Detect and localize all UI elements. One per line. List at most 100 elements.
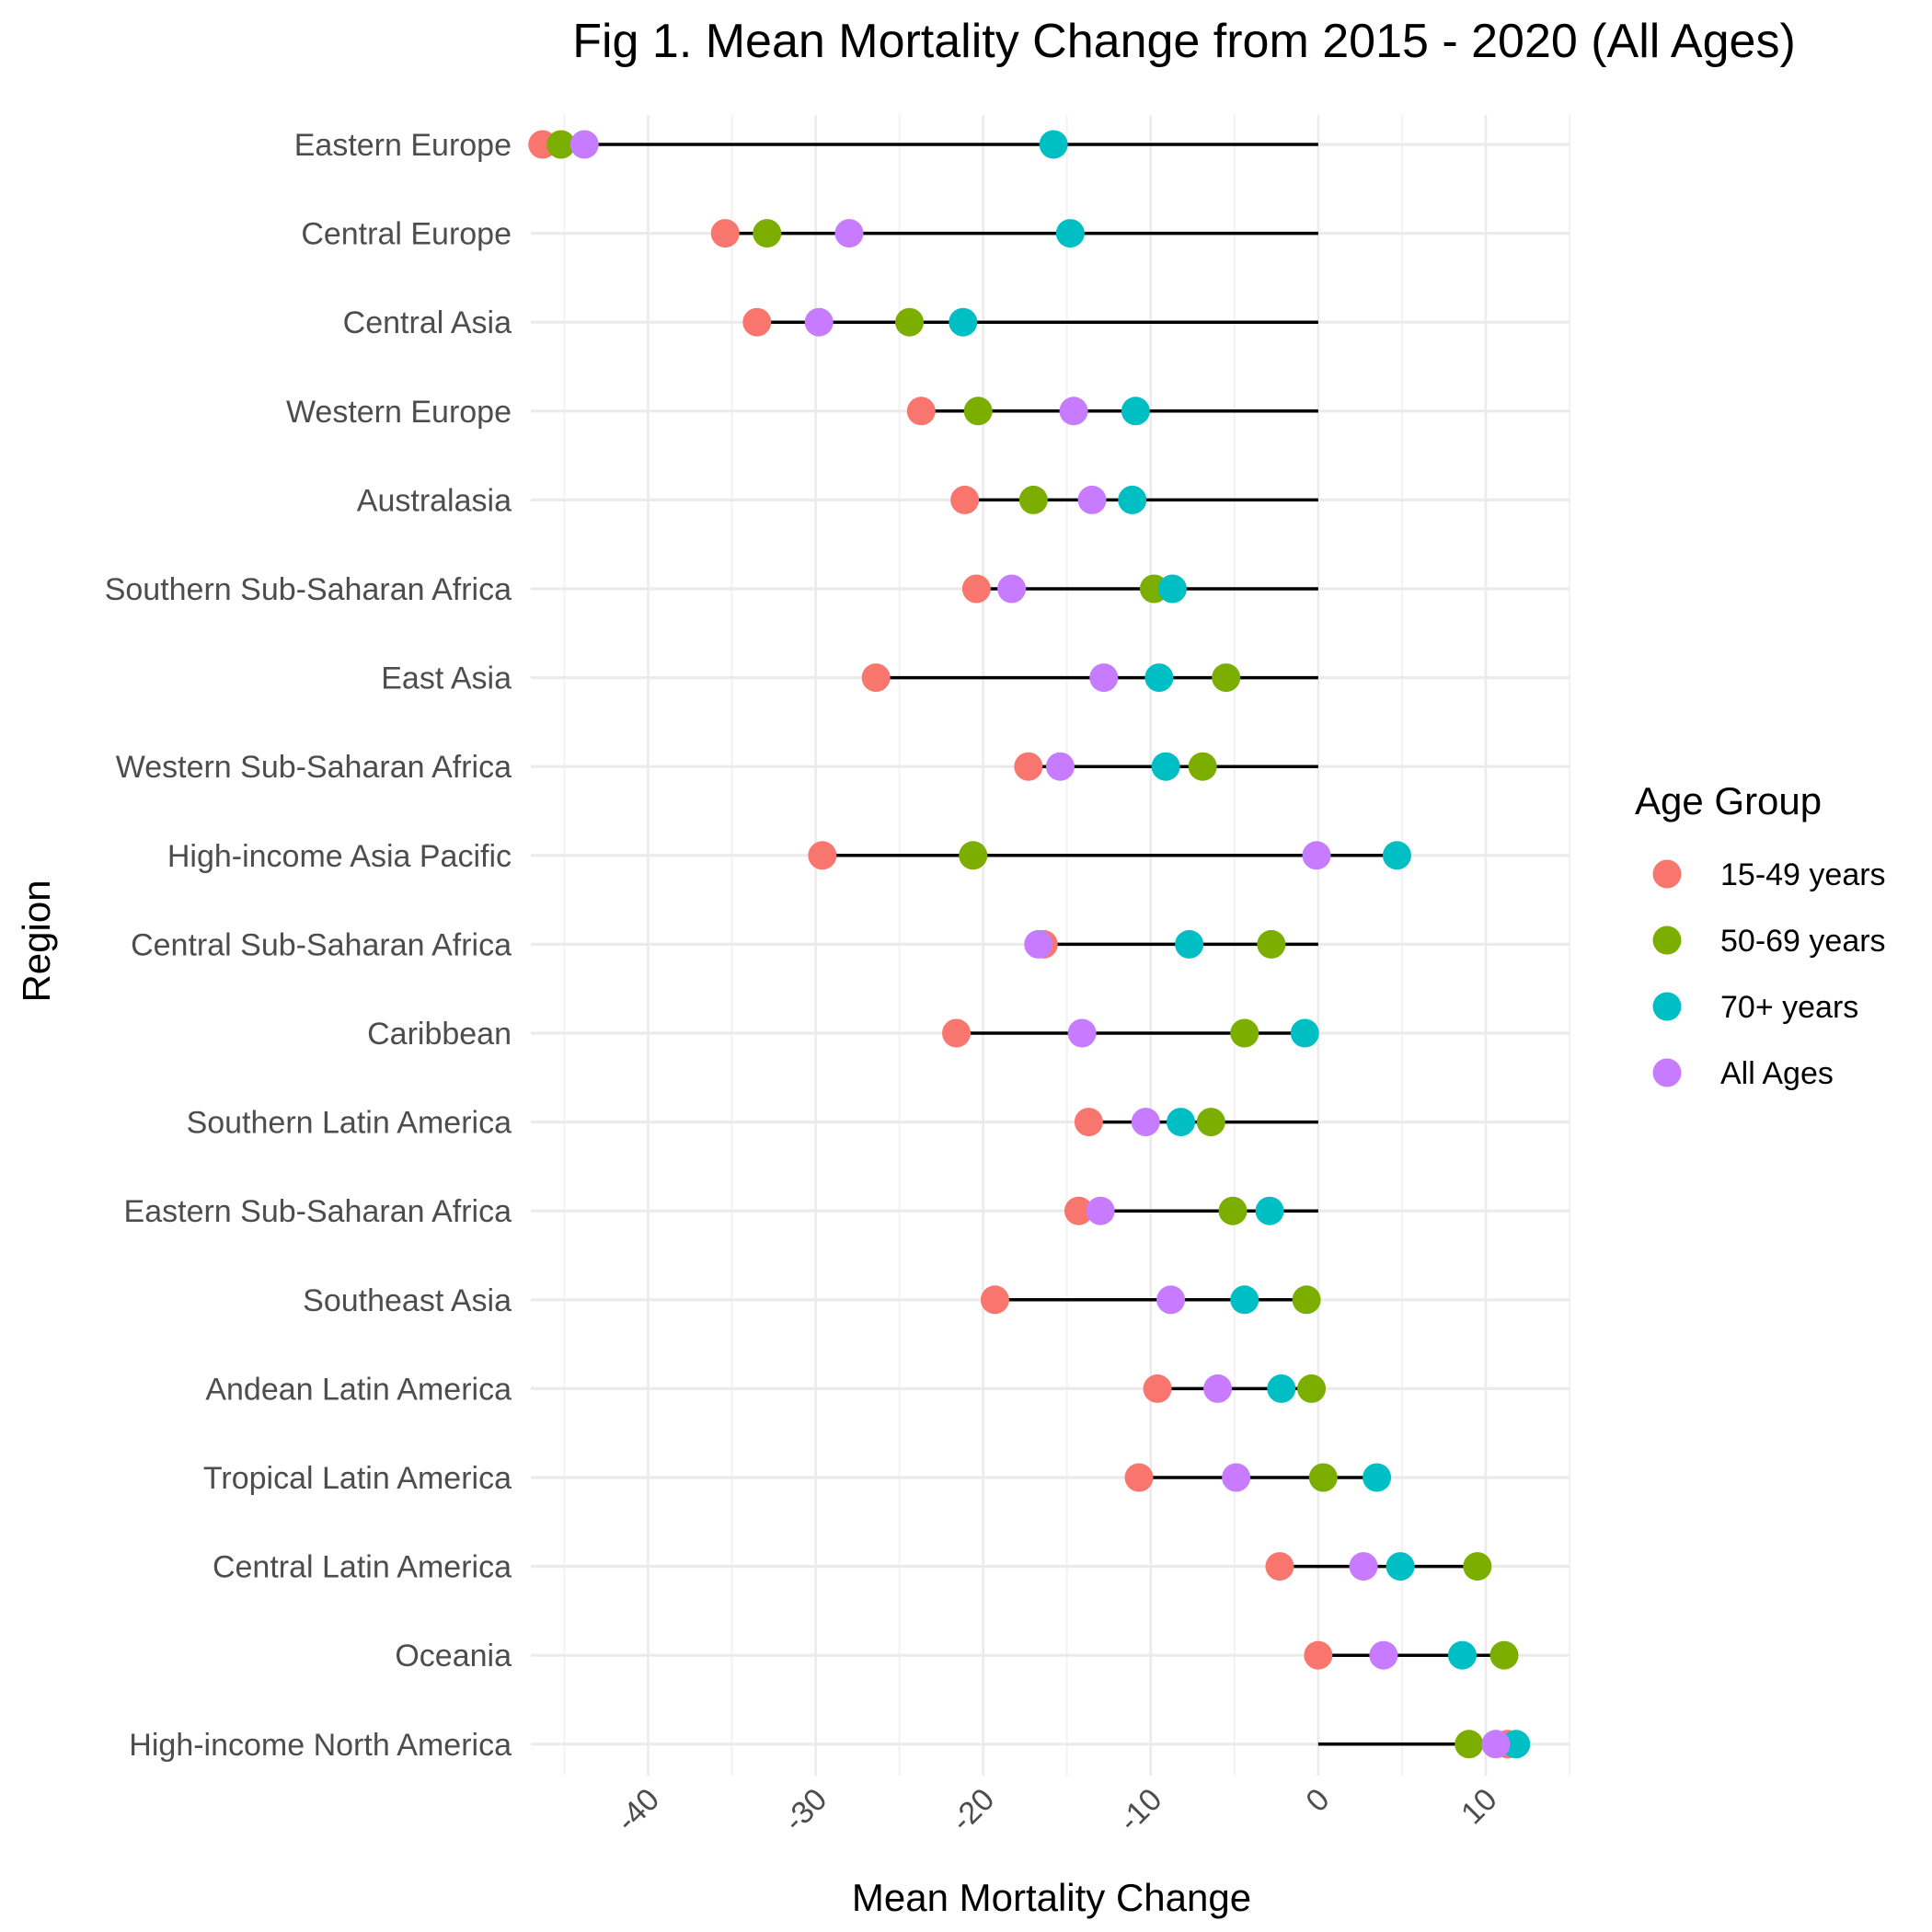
point-50-69-years-western-europe [963,397,993,426]
point-50-69-years-oceania [1489,1640,1519,1670]
y-tick-label-central-latin-america: Central Latin America [213,1550,512,1585]
legend-label-70-years: 70+ years [1720,990,1858,1025]
point-50-69-years-central-europe [753,219,782,248]
y-tick-label-east-asia: East Asia [381,661,512,696]
y-tick-label-central-sub-saharan-africa: Central Sub-Saharan Africa [131,927,512,962]
chart-title: Fig 1. Mean Mortality Change from 2015 -… [572,15,1796,68]
point-all-ages-caribbean [1067,1018,1097,1048]
point-all-ages-western-sub-saharan-africa [1045,752,1075,781]
x-tick-label: -10 [1112,1782,1169,1839]
point-70-years-east-asia [1144,663,1174,693]
y-tick-label-high-income-asia-pacific: High-income Asia Pacific [167,839,512,874]
point-15-49-years-central-asia [742,307,772,337]
point-70-years-southeast-asia [1230,1285,1259,1315]
point-70-years-central-latin-america [1386,1552,1415,1581]
legend-label-all-ages: All Ages [1720,1056,1834,1091]
x-tick-label: 10 [1455,1782,1504,1832]
point-all-ages-central-sub-saharan-africa [1024,929,1053,959]
y-tick-label-western-sub-saharan-africa: Western Sub-Saharan Africa [116,750,512,785]
point-70-years-western-sub-saharan-africa [1151,752,1180,781]
x-tick-label: 0 [1299,1782,1336,1819]
point-50-69-years-high-income-north-america [1455,1730,1484,1759]
y-tick-label-southern-sub-saharan-africa: Southern Sub-Saharan Africa [105,572,512,607]
point-50-69-years-southern-latin-america [1196,1108,1225,1137]
legend-key-70-years [1652,992,1682,1021]
point-all-ages-tropical-latin-america [1222,1463,1251,1492]
point-15-49-years-central-europe [710,219,740,248]
point-15-49-years-east-asia [861,663,891,693]
legend-key-50-69-years [1652,926,1682,955]
point-all-ages-oceania [1369,1640,1398,1670]
point-70-years-central-sub-saharan-africa [1175,929,1204,959]
point-all-ages-eastern-sub-saharan-africa [1086,1196,1115,1225]
y-tick-label-australasia: Australasia [357,483,512,518]
point-70-years-southern-sub-saharan-africa [1157,574,1187,604]
legend-label-15-49-years: 15-49 years [1720,857,1886,892]
y-tick-label-caribbean: Caribbean [367,1017,512,1052]
x-axis-title: Mean Mortality Change [852,1876,1251,1919]
y-tick-label-southern-latin-america: Southern Latin America [187,1106,512,1141]
point-50-69-years-eastern-europe [546,130,576,159]
y-tick-label-eastern-europe: Eastern Europe [294,128,512,163]
point-50-69-years-tropical-latin-america [1308,1463,1338,1492]
point-all-ages-central-asia [804,307,834,337]
point-70-years-eastern-sub-saharan-africa [1255,1196,1284,1225]
point-50-69-years-central-asia [895,307,925,337]
y-tick-label-high-income-north-america: High-income North America [129,1728,512,1763]
y-axis-ticks: Eastern Europe Central Europe Central Asia… [105,128,512,1763]
point-15-49-years-southeast-asia [980,1285,1009,1315]
x-axis-ticks: -40 -30 -20 -10 0 10 [610,1782,1504,1839]
point-70-years-oceania [1447,1640,1477,1670]
x-tick-label: -30 [777,1782,834,1839]
y-tick-label-eastern-sub-saharan-africa: Eastern Sub-Saharan Africa [124,1194,512,1229]
point-all-ages-southeast-asia [1156,1285,1186,1315]
point-70-years-andean-latin-america [1267,1374,1296,1403]
point-70-years-tropical-latin-america [1363,1463,1392,1492]
point-all-ages-southern-sub-saharan-africa [997,574,1027,604]
point-15-49-years-western-sub-saharan-africa [1014,752,1043,781]
point-50-69-years-high-income-asia-pacific [959,841,988,870]
point-70-years-caribbean [1290,1018,1319,1048]
legend-key-all-ages [1652,1058,1682,1087]
y-tick-label-andean-latin-america: Andean Latin America [205,1372,512,1407]
point-50-69-years-central-latin-america [1463,1552,1492,1581]
point-50-69-years-central-sub-saharan-africa [1257,929,1286,959]
point-70-years-high-income-north-america [1501,1730,1531,1759]
point-70-years-western-europe [1121,397,1150,426]
point-15-49-years-southern-latin-america [1074,1108,1103,1137]
point-70-years-high-income-asia-pacific [1382,841,1411,870]
y-tick-label-central-asia: Central Asia [343,305,512,340]
y-axis-title: Region [15,880,58,1002]
point-all-ages-high-income-north-america [1481,1730,1511,1759]
y-tick-label-tropical-latin-america: Tropical Latin America [203,1461,512,1496]
point-all-ages-high-income-asia-pacific [1302,841,1331,870]
y-tick-label-western-europe: Western Europe [286,395,512,430]
point-50-69-years-western-sub-saharan-africa [1188,752,1217,781]
point-50-69-years-andean-latin-america [1297,1374,1327,1403]
point-15-49-years-eastern-sub-saharan-africa [1064,1196,1093,1225]
point-70-years-australasia [1118,485,1147,514]
y-tick-label-oceania: Oceania [395,1639,512,1673]
point-all-ages-southern-latin-america [1131,1108,1160,1137]
point-70-years-eastern-europe [1039,130,1068,159]
point-15-49-years-caribbean [942,1018,972,1048]
point-15-49-years-andean-latin-america [1143,1374,1172,1403]
legend-label-50-69-years: 50-69 years [1720,924,1886,959]
point-15-49-years-central-latin-america [1265,1552,1294,1581]
point-50-69-years-caribbean [1230,1018,1259,1048]
point-15-49-years-tropical-latin-america [1124,1463,1154,1492]
x-tick-label: -40 [610,1782,667,1839]
point-all-ages-eastern-europe [569,130,599,159]
legend-items: 15-49 years 50-69 years 70+ years All Ages [1652,857,1886,1091]
legend: Age Group 15-49 years 50-69 years 70+ year… [1635,779,1886,1091]
point-15-49-years-western-europe [906,397,936,426]
point-all-ages-australasia [1077,485,1107,514]
legend-key-15-49-years [1652,859,1682,889]
y-tick-label-central-europe: Central Europe [301,217,512,252]
point-70-years-central-asia [949,307,978,337]
point-50-69-years-east-asia [1212,663,1241,693]
legend-title: Age Group [1635,779,1822,822]
point-50-69-years-eastern-sub-saharan-africa [1218,1196,1248,1225]
